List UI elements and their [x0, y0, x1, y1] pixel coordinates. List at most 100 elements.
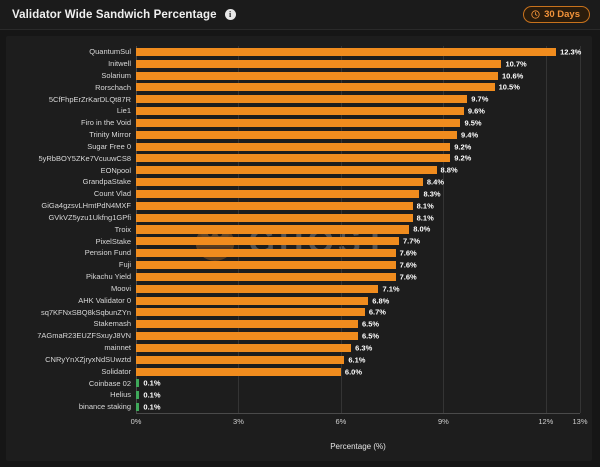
- bar-value-label: 0.1%: [143, 390, 161, 400]
- bar[interactable]: 9.5%: [136, 118, 482, 127]
- bar-value-label: 0.1%: [143, 378, 161, 388]
- time-range-badge[interactable]: 30 Days: [523, 6, 590, 23]
- bar[interactable]: 6.5%: [136, 320, 379, 329]
- y-axis-label: Troix: [114, 224, 131, 234]
- bar-row[interactable]: Count Vlad 8.3%: [94, 188, 580, 200]
- bar-row[interactable]: Helius 0.1%: [110, 389, 580, 401]
- bar-row[interactable]: GiGa4gzsvLHmtPdN4MXF 8.1%: [41, 200, 580, 212]
- bar[interactable]: 8.0%: [136, 225, 430, 234]
- bar-row[interactable]: AHK Validator 0 6.8%: [78, 295, 580, 307]
- bar-row[interactable]: Solidator 6.0%: [101, 366, 580, 378]
- x-axis-tick: 12%: [538, 417, 554, 426]
- bar[interactable]: 10.5%: [136, 83, 520, 92]
- bar[interactable]: 8.4%: [136, 178, 444, 187]
- bar-row[interactable]: QuantumSul 12.3%: [89, 46, 581, 58]
- x-axis: 0% 3% 6% 9% 12% 13%: [131, 413, 588, 431]
- bar[interactable]: 0.1%: [136, 391, 161, 400]
- bar-row[interactable]: Pikachu Yield 7.6%: [86, 271, 580, 283]
- bar[interactable]: 6.1%: [136, 355, 365, 364]
- bar[interactable]: 12.3%: [136, 47, 581, 56]
- bar[interactable]: 10.6%: [136, 71, 523, 80]
- y-axis-label: Initwell: [108, 58, 131, 68]
- bar[interactable]: 6.8%: [136, 296, 389, 305]
- bar-value-label: 6.3%: [355, 343, 373, 353]
- bar[interactable]: 8.8%: [136, 166, 458, 175]
- bar-row[interactable]: 7AGmaR23EUZFSxuyJ8VN 6.5%: [37, 330, 580, 342]
- bar[interactable]: 8.1%: [136, 213, 434, 222]
- bar[interactable]: 7.6%: [136, 260, 417, 270]
- y-axis-label: Solarium: [101, 70, 131, 80]
- bar-row[interactable]: 5CfFhpErZrKarDLQt87R 9.7%: [49, 93, 580, 105]
- bar-value-label: 7.6%: [399, 248, 417, 258]
- bar-row[interactable]: EONpool 8.8%: [101, 164, 580, 176]
- bar-row[interactable]: Solarium 10.6%: [101, 70, 580, 82]
- bar-value-label: 9.5%: [464, 118, 482, 128]
- bar-row[interactable]: 5yRbBOY5ZKe7VcuuwCS8 9.2%: [38, 153, 580, 165]
- bar[interactable]: 7.1%: [136, 284, 400, 293]
- bar[interactable]: 0.1%: [136, 379, 161, 388]
- bar-row[interactable]: Sugar Free 0 9.2%: [87, 141, 580, 153]
- y-axis-label: QuantumSul: [89, 47, 131, 57]
- bar-row[interactable]: Coinbase 02 0.1%: [89, 377, 580, 389]
- gridline: [580, 46, 581, 413]
- bar-row[interactable]: GVkVZ5yzu1Ukfng1GPfi 8.1%: [48, 212, 580, 224]
- x-axis-line: [136, 413, 580, 414]
- bar-row[interactable]: binance staking 0.1%: [79, 401, 580, 413]
- bar[interactable]: 9.7%: [136, 95, 488, 104]
- bar-value-label: 9.4%: [461, 130, 479, 140]
- bar-row[interactable]: PixelStake 7.7%: [96, 235, 580, 247]
- bar-value-label: 6.0%: [344, 366, 363, 376]
- bar[interactable]: 7.6%: [136, 249, 417, 258]
- y-axis-label: Firo in the Void: [80, 118, 131, 128]
- bar[interactable]: 6.0%: [136, 367, 362, 376]
- y-axis-label: EONpool: [100, 165, 131, 175]
- bar-value-label: 8.1%: [416, 212, 434, 222]
- bar-row[interactable]: Pension Fund 7.6%: [85, 247, 580, 259]
- bar-row[interactable]: Lie1 9.6%: [117, 105, 580, 117]
- bar[interactable]: 9.6%: [136, 107, 485, 116]
- bar-row[interactable]: mainnet 6.3%: [104, 342, 580, 354]
- clock-icon: [531, 10, 540, 19]
- bar[interactable]: 6.5%: [136, 332, 379, 341]
- bar[interactable]: 6.7%: [136, 308, 386, 317]
- y-axis-label: Pension Fund: [84, 248, 131, 258]
- x-axis-tick: 9%: [437, 417, 449, 426]
- bar[interactable]: 6.3%: [136, 343, 372, 352]
- y-axis-label: CNRyYnXZjryxNdSUwztd: [45, 354, 131, 364]
- bar-row[interactable]: Initwell 10.7%: [108, 58, 580, 70]
- bar[interactable]: 9.2%: [136, 142, 471, 151]
- bar-row[interactable]: CNRyYnXZjryxNdSUwztd 6.1%: [45, 354, 580, 366]
- bar-row[interactable]: Firo in the Void 9.5%: [81, 117, 580, 129]
- bar[interactable]: 9.2%: [136, 154, 471, 163]
- bar[interactable]: 7.6%: [136, 272, 417, 281]
- bar[interactable]: 0.1%: [136, 403, 161, 412]
- bar[interactable]: 10.7%: [136, 59, 527, 68]
- bar-row[interactable]: Fuji 7.6%: [119, 259, 580, 271]
- bar-value-label: 9.7%: [471, 94, 489, 104]
- bar[interactable]: 8.3%: [136, 189, 441, 198]
- gridline: [443, 46, 445, 413]
- bar-value-label: 8.4%: [426, 177, 444, 187]
- plot-area: QuantumSul 12.3% Initwell 10.7% Solarium 10.6…: [37, 46, 581, 413]
- info-icon[interactable]: i: [224, 9, 236, 20]
- x-axis-title: Percentage (%): [330, 442, 386, 451]
- chart-header: Validator Wide Sandwich Percentage i 30 …: [0, 0, 600, 30]
- bar[interactable]: 8.1%: [136, 201, 434, 210]
- bar-value-label: 7.7%: [402, 236, 421, 246]
- bar-row[interactable]: Trinity Mirror 9.4%: [89, 129, 580, 141]
- bar-value-label: 0.1%: [143, 402, 161, 412]
- bar[interactable]: 9.4%: [136, 130, 478, 139]
- y-axis-label: GiGa4gzsvLHmtPdN4MXF: [41, 201, 131, 211]
- bar-row[interactable]: Troix 8.0%: [115, 224, 580, 236]
- bar-value-label: 8.3%: [423, 189, 441, 199]
- bar-row[interactable]: sq7KFNxSBQ8kSqbunZYn 6.7%: [41, 306, 580, 318]
- bar[interactable]: 7.7%: [136, 237, 420, 246]
- y-axis-label: mainnet: [104, 343, 131, 353]
- bar-row[interactable]: GrandpaStake 8.4%: [83, 176, 580, 188]
- bar-row[interactable]: Rorschach 10.5%: [95, 82, 580, 94]
- x-axis-tick: 3%: [233, 417, 244, 426]
- bar-rows: QuantumSul 12.3% Initwell 10.7% Solarium 10.6…: [37, 46, 581, 413]
- bar-value-label: 10.7%: [505, 58, 527, 68]
- bar-row[interactable]: Stakemash 6.5%: [93, 318, 580, 330]
- bar-row[interactable]: Moovi 7.1%: [111, 283, 580, 295]
